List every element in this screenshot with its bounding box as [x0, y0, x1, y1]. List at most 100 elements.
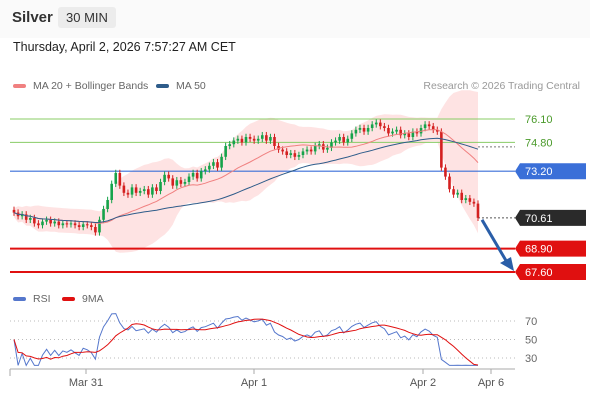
candle	[460, 192, 464, 200]
candle	[354, 129, 358, 134]
level-label-67.60: 67.60	[525, 267, 553, 279]
candle	[370, 124, 374, 128]
candle	[167, 174, 170, 179]
candle	[138, 191, 142, 193]
candle	[252, 138, 256, 141]
candle	[232, 140, 236, 145]
ma50-line	[13, 137, 479, 224]
candle	[387, 128, 390, 134]
candle	[350, 133, 354, 139]
candle	[236, 138, 240, 141]
forecast-arrow	[480, 219, 510, 265]
candle	[452, 189, 455, 195]
candle	[77, 225, 81, 227]
legend-ma50: MA 50	[156, 80, 206, 92]
candle	[395, 129, 398, 132]
rsi-tick-label: 70	[525, 316, 537, 328]
ma20-label: MA 20 + Bollinger Bands	[33, 80, 149, 92]
candle	[20, 214, 24, 217]
timeframe-badge[interactable]: 30 MIN	[58, 7, 116, 28]
candle	[326, 147, 329, 150]
candle	[472, 201, 476, 204]
level-tag-70.61	[515, 209, 586, 226]
candle	[407, 133, 411, 137]
candle	[476, 203, 480, 218]
level-label-73.20: 73.20	[525, 166, 553, 178]
candle	[260, 135, 264, 139]
candle	[431, 126, 435, 130]
rsi-tick-label: 30	[525, 353, 537, 365]
candle	[374, 122, 378, 125]
candle	[81, 224, 85, 227]
candle	[216, 162, 219, 168]
candle	[338, 137, 341, 141]
candle	[277, 146, 280, 150]
candle	[163, 174, 166, 182]
candle	[313, 146, 317, 152]
candle	[98, 219, 101, 233]
candle	[419, 128, 423, 134]
candle	[448, 176, 451, 190]
candle	[147, 189, 150, 195]
candle	[183, 182, 187, 184]
candle	[106, 200, 109, 209]
candle	[94, 227, 97, 233]
rsi-swatch	[13, 297, 26, 301]
candle	[293, 153, 297, 157]
candle	[187, 176, 191, 182]
candle	[12, 209, 16, 213]
candle	[199, 171, 203, 179]
candle	[411, 131, 415, 137]
candle	[456, 192, 459, 195]
candle	[130, 187, 134, 195]
x-tick-label: Apr 1	[241, 377, 267, 389]
rsi-ma-label: 9MA	[82, 293, 104, 305]
candle	[435, 129, 439, 132]
candle	[171, 178, 175, 186]
candle	[403, 133, 407, 136]
candle	[33, 218, 36, 224]
candle	[175, 180, 179, 186]
ma20-swatch	[13, 84, 26, 88]
candle	[281, 149, 284, 152]
candle	[427, 124, 431, 127]
candle	[118, 173, 122, 186]
candle	[468, 198, 472, 202]
timestamp: Thursday, April 2, 2026 7:57:27 AM CET	[13, 40, 236, 54]
ma50-label: MA 50	[176, 80, 206, 92]
candle	[114, 173, 118, 184]
level-label-76.10: 76.10	[525, 114, 553, 126]
candle	[362, 128, 366, 132]
candle	[240, 138, 244, 143]
candle	[122, 185, 126, 193]
rsi-ma-line	[13, 318, 479, 366]
candle	[159, 182, 162, 191]
candle	[342, 137, 345, 143]
candle	[285, 151, 289, 155]
candle	[248, 137, 252, 139]
candle	[244, 137, 248, 143]
candle	[440, 131, 443, 168]
candle	[265, 135, 268, 141]
candle	[195, 173, 199, 179]
candle	[90, 225, 93, 227]
level-tag-67.60	[515, 264, 586, 280]
candle	[256, 138, 260, 141]
candle	[191, 173, 195, 177]
candle	[110, 183, 113, 200]
candle	[212, 162, 215, 166]
candle	[273, 137, 276, 146]
candle	[179, 180, 183, 184]
candle	[269, 137, 272, 141]
candle	[65, 223, 69, 225]
candle	[228, 144, 232, 146]
candle	[85, 224, 89, 226]
level-tag-68.90	[515, 240, 586, 257]
level-label-68.90: 68.90	[525, 244, 553, 256]
level-tag-73.20	[515, 163, 586, 180]
candle	[423, 124, 427, 128]
candle	[28, 218, 32, 220]
forecast-arrow-head	[500, 257, 514, 271]
candle	[126, 192, 130, 195]
